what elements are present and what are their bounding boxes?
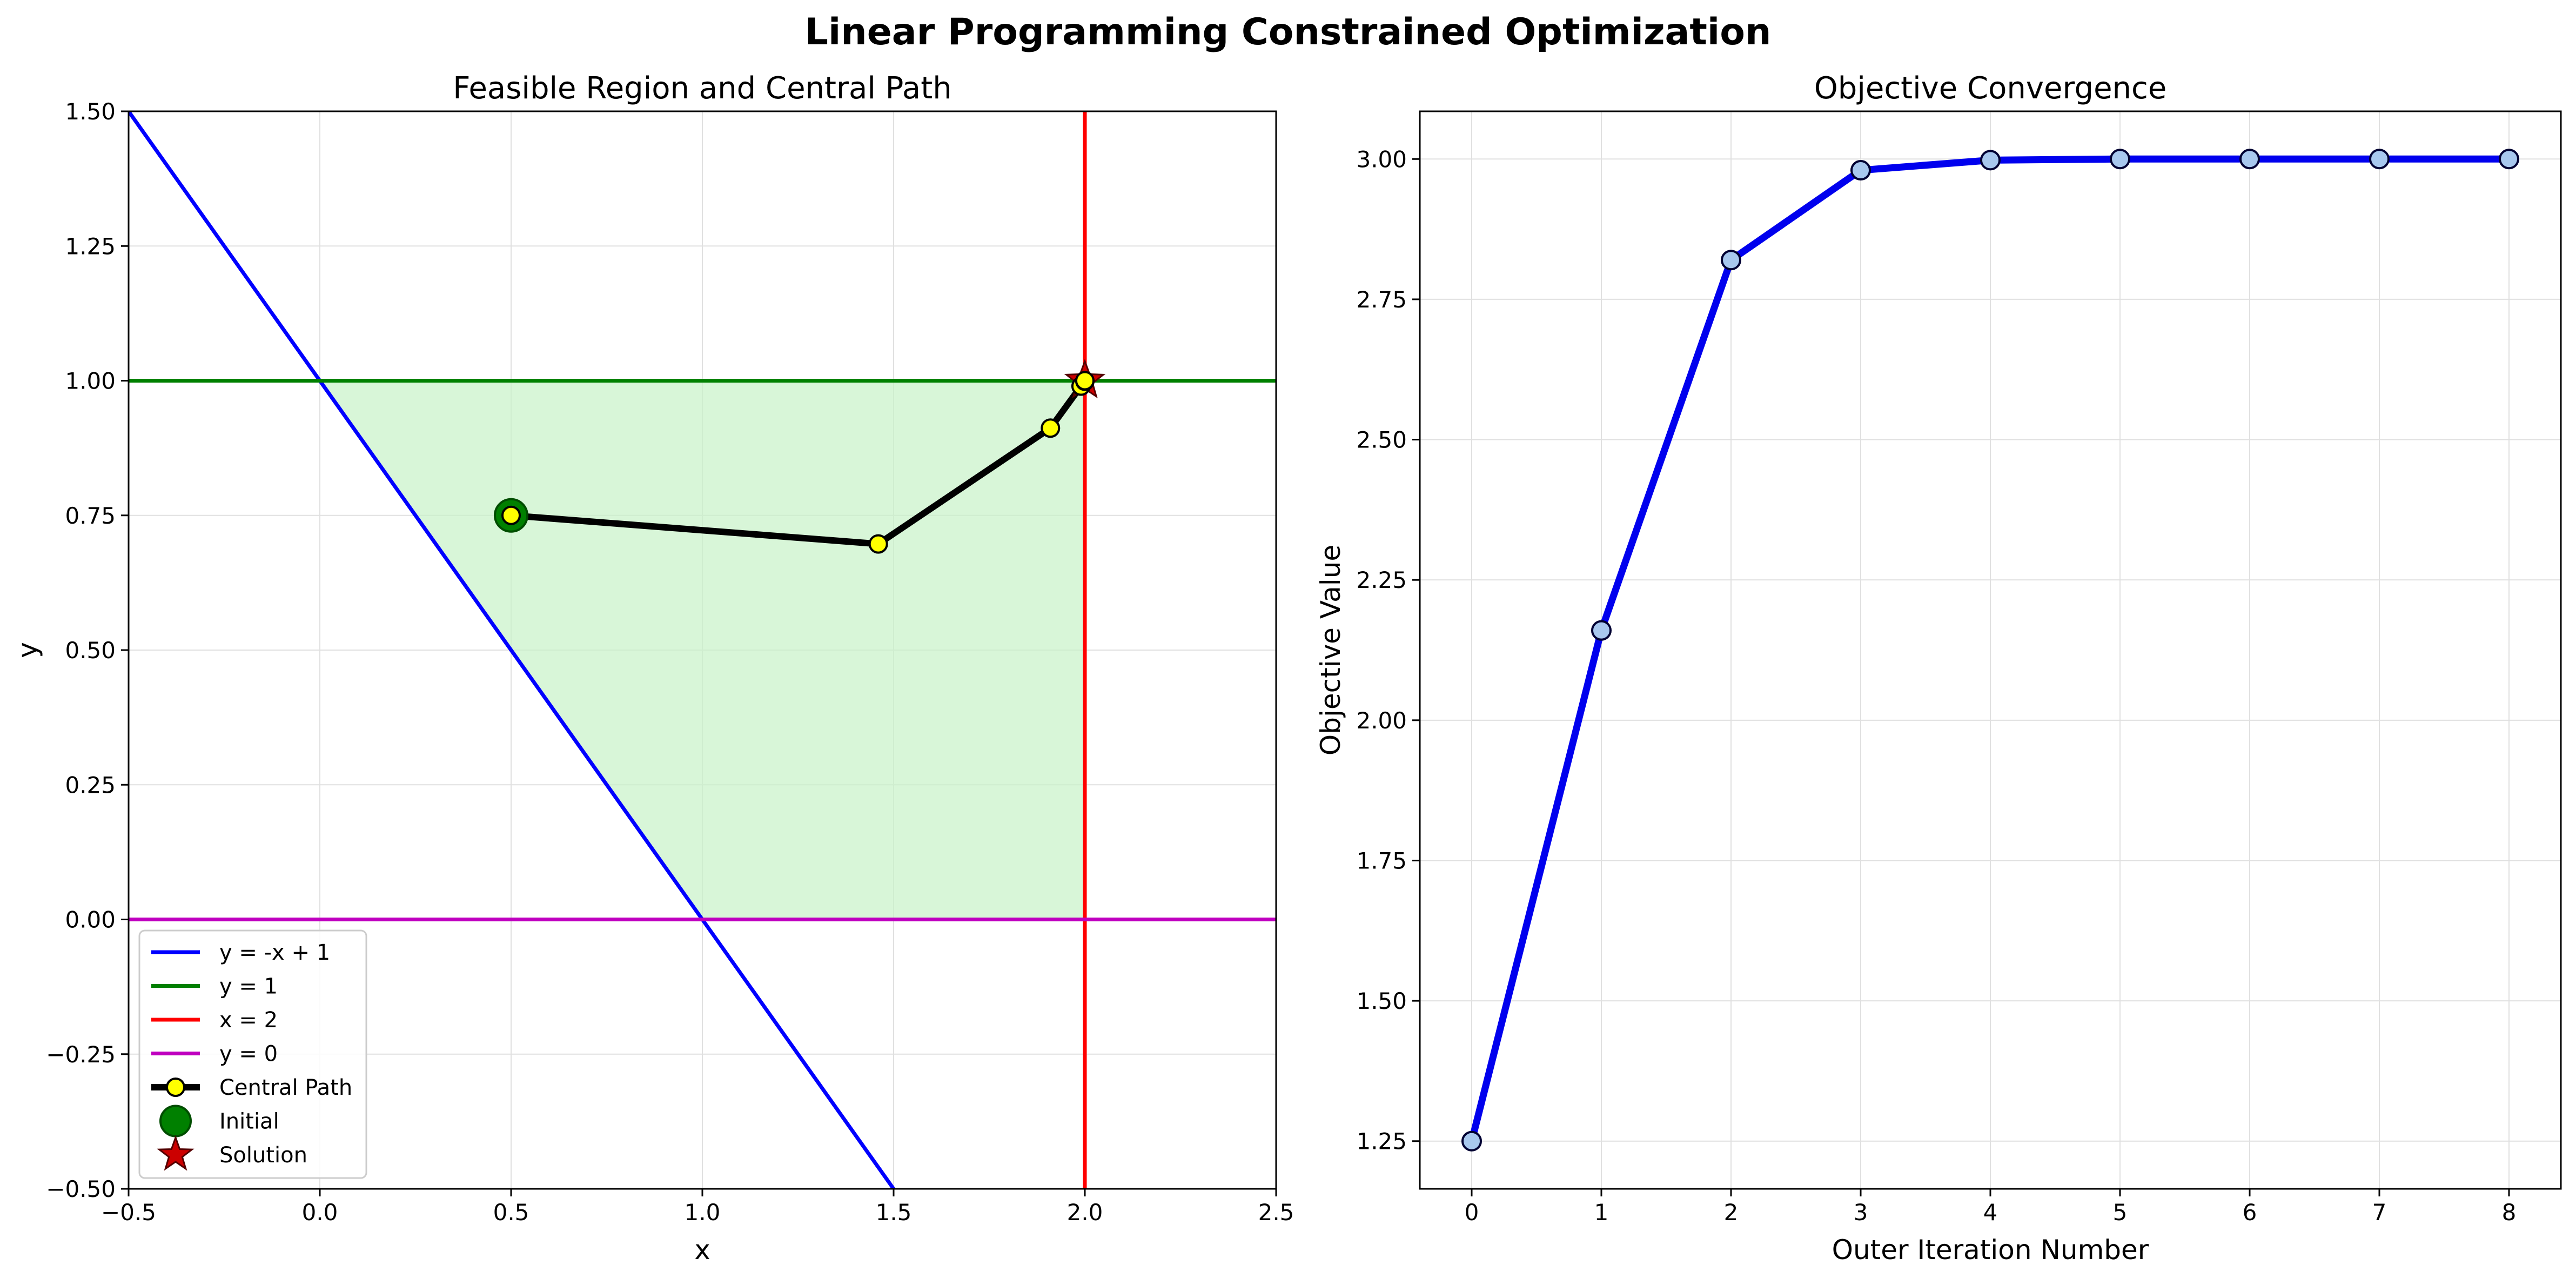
- left-legend: y = -x + 1 y = 1 x = 2 y = 0 Central Path Ini…: [138, 929, 367, 1179]
- y-tick-label: 0.25: [65, 772, 116, 798]
- feasible-region-plot: Feasible Region and Central Path −0.5 0.0…: [12, 71, 1294, 1266]
- left-ticks: −0.5 0.0 0.5 1.0 1.5 2.0 2.5 −0.50 −0.25 0.00 0.25…: [46, 98, 1294, 1226]
- objective-point: [2369, 149, 2390, 170]
- x-tick-label: 8: [2502, 1199, 2517, 1226]
- y-tick-label: 1.25: [1356, 1128, 1407, 1155]
- x-tick-label: 0.0: [302, 1199, 338, 1226]
- x-tick-label: 5: [2113, 1199, 2128, 1226]
- objective-point: [2499, 149, 2519, 170]
- legend-swatch-solution: [157, 1135, 194, 1171]
- y-tick-label: 2.00: [1356, 707, 1407, 734]
- legend-label: Solution: [219, 1143, 307, 1168]
- objective-point: [1591, 620, 1612, 641]
- legend-swatch-path-marker: [166, 1078, 185, 1097]
- x-tick-label: 2.5: [1258, 1199, 1294, 1226]
- central-path-point: [501, 505, 521, 525]
- y-tick-label: −0.50: [46, 1176, 116, 1202]
- y-tick-label: 1.75: [1356, 847, 1407, 874]
- x-tick-label: 7: [2372, 1199, 2387, 1226]
- central-path-point: [1075, 371, 1095, 391]
- x-tick-label: 1: [1594, 1199, 1609, 1226]
- objective-point: [1980, 150, 2001, 171]
- central-path-point: [868, 534, 888, 554]
- left-x-axis-label: x: [694, 1234, 710, 1266]
- y-tick-label: 1.50: [65, 98, 116, 125]
- x-tick-label: 0: [1465, 1199, 1479, 1226]
- legend-box: [138, 929, 367, 1179]
- objective-point: [1850, 160, 1871, 181]
- y-tick-label: 2.50: [1356, 427, 1407, 453]
- objective-point: [1461, 1130, 1482, 1152]
- y-tick-label: −0.25: [46, 1041, 116, 1068]
- constraint-lines: [129, 111, 1276, 1189]
- figure-title: Linear Programming Constrained Optimizat…: [804, 11, 1772, 53]
- x-tick-label: 6: [2243, 1199, 2257, 1226]
- y-tick-label: 1.50: [1356, 988, 1407, 1014]
- right-ticks: 0 1 2 3 4 5 6 7 8 1.25 1.50 1.75 2.00 2.25 2.50 2.75 3.0…: [1356, 146, 2516, 1226]
- legend-label: y = -x + 1: [219, 940, 330, 965]
- constraint-line: [129, 111, 895, 1189]
- left-y-axis-label: y: [12, 642, 43, 658]
- y-tick-label: 1.00: [65, 368, 116, 394]
- x-tick-label: 2: [1724, 1199, 1739, 1226]
- central-path-point: [1041, 418, 1061, 438]
- y-tick-label: 0.00: [65, 907, 116, 933]
- legend-label: y = 0: [219, 1042, 278, 1067]
- legend-label: Initial: [219, 1109, 279, 1134]
- legend-swatch-initial: [159, 1105, 192, 1138]
- y-tick-label: 0.50: [65, 637, 116, 664]
- x-tick-label: 4: [1983, 1199, 1998, 1226]
- legend-label: x = 2: [219, 1008, 278, 1033]
- objective-point: [2239, 149, 2260, 170]
- right-plot-title: Objective Convergence: [1814, 71, 2167, 106]
- y-tick-label: 3.00: [1356, 146, 1407, 172]
- y-tick-label: 0.75: [65, 503, 116, 529]
- x-tick-label: 1.5: [876, 1199, 912, 1226]
- left-plot-title: Feasible Region and Central Path: [453, 71, 951, 106]
- y-tick-label: 2.75: [1356, 286, 1407, 313]
- right-grid: [1420, 111, 2561, 1189]
- right-x-axis-label: Outer Iteration Number: [1832, 1234, 2149, 1266]
- x-tick-label: 2.0: [1067, 1199, 1103, 1226]
- x-tick-label: −0.5: [101, 1199, 156, 1226]
- objective-series: [1461, 149, 2519, 1152]
- objective-point: [2110, 149, 2130, 170]
- x-tick-label: 3: [1854, 1199, 1868, 1226]
- objective-point: [1721, 250, 1741, 271]
- central-path: [494, 359, 1106, 554]
- right-y-axis-label: Objective Value: [1315, 545, 1346, 755]
- y-tick-label: 2.25: [1356, 567, 1407, 593]
- legend-label: Central Path: [219, 1075, 352, 1100]
- x-tick-label: 0.5: [493, 1199, 529, 1226]
- objective-convergence-plot: Objective Convergence 0 1 2 3 4 5 6 7 8 1.25 1.50 1…: [1315, 71, 2562, 1266]
- x-tick-label: 1.0: [685, 1199, 721, 1226]
- legend-label: y = 1: [219, 974, 278, 999]
- y-tick-label: 1.25: [65, 233, 116, 259]
